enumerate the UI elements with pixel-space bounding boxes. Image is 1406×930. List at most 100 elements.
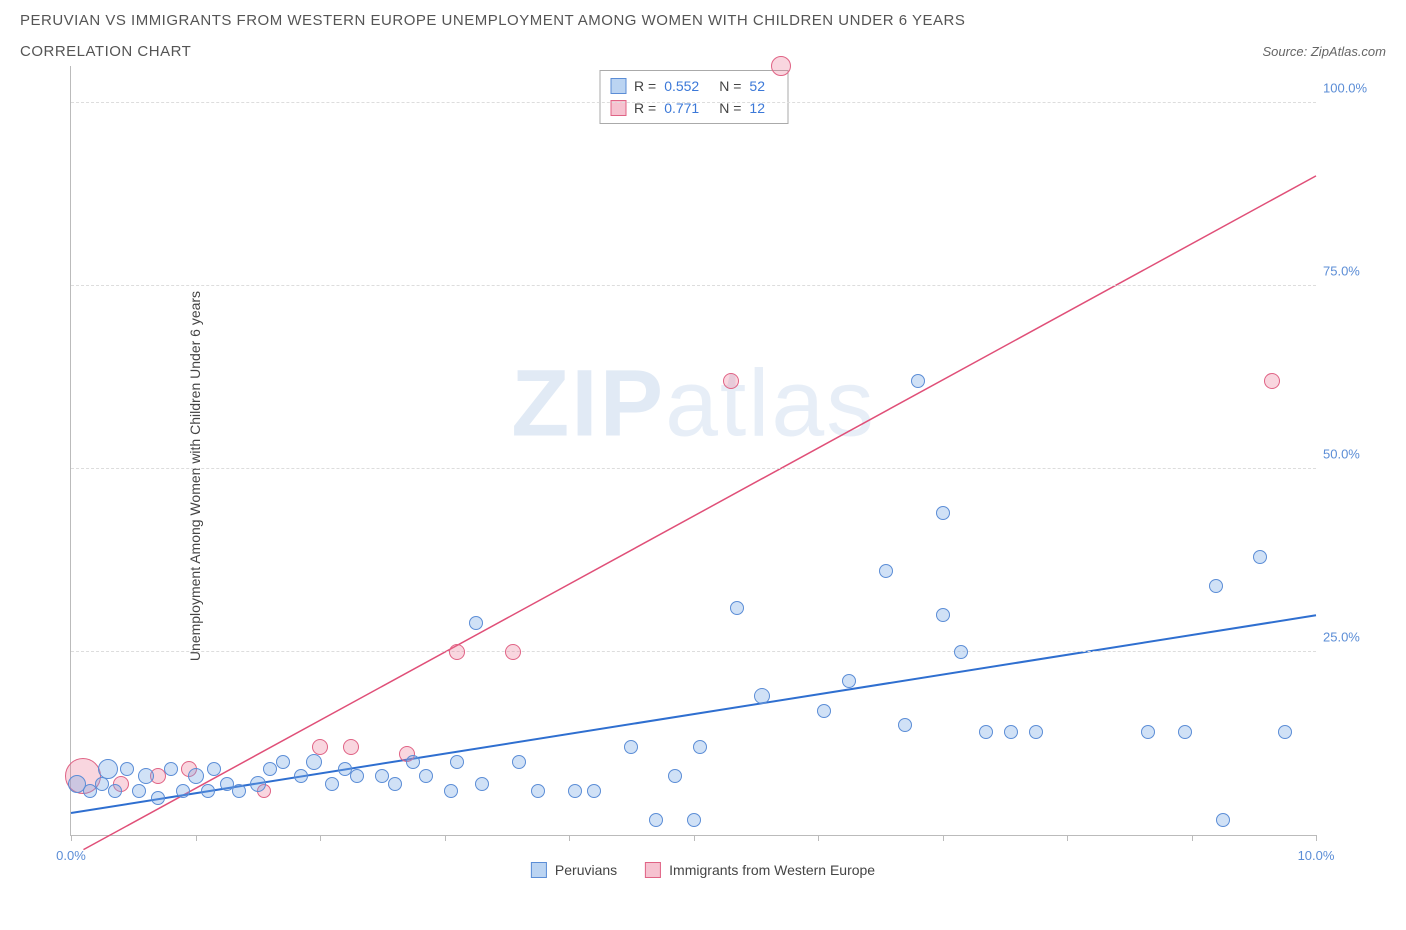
data-point — [164, 762, 178, 776]
stat-n-label: N = — [719, 75, 741, 97]
data-point — [232, 784, 246, 798]
data-point — [1178, 725, 1192, 739]
trend-lines — [71, 66, 1316, 835]
data-point — [151, 791, 165, 805]
data-point — [587, 784, 601, 798]
data-point — [668, 769, 682, 783]
x-tick — [694, 835, 695, 841]
y-tick-label: 50.0% — [1323, 446, 1378, 461]
stat-r-label: R = — [634, 97, 656, 119]
stat-r-value: 0.552 — [664, 75, 699, 97]
gridline — [71, 651, 1316, 652]
data-point — [312, 739, 328, 755]
data-point — [979, 725, 993, 739]
x-tick-label: 10.0% — [1298, 848, 1335, 863]
data-point — [842, 674, 856, 688]
data-point — [132, 784, 146, 798]
stats-row-pink: R = 0.771 N = 12 — [610, 97, 777, 119]
data-point — [388, 777, 402, 791]
data-point — [568, 784, 582, 798]
chart-subtitle: CORRELATION CHART — [20, 43, 191, 60]
data-point — [188, 768, 204, 784]
source-name: ZipAtlas.com — [1311, 44, 1386, 59]
data-point — [207, 762, 221, 776]
x-tick — [1067, 835, 1068, 841]
legend-label: Immigrants from Western Europe — [669, 862, 875, 878]
data-point — [505, 644, 521, 660]
stat-r-label: R = — [634, 75, 656, 97]
x-tick — [445, 835, 446, 841]
data-point — [512, 755, 526, 769]
data-point — [350, 769, 364, 783]
chart-container: Unemployment Among Women with Children U… — [20, 66, 1386, 886]
data-point — [1278, 725, 1292, 739]
stat-n-value: 12 — [749, 97, 765, 119]
data-point — [771, 56, 791, 76]
gridline — [71, 468, 1316, 469]
data-point — [1029, 725, 1043, 739]
x-tick — [943, 835, 944, 841]
data-point — [201, 784, 215, 798]
stat-n-label: N = — [719, 97, 741, 119]
source-attribution: Source: ZipAtlas.com — [1262, 44, 1386, 59]
gridline — [71, 285, 1316, 286]
data-point — [531, 784, 545, 798]
data-point — [450, 755, 464, 769]
data-point — [687, 813, 701, 827]
data-point — [693, 740, 707, 754]
data-point — [730, 601, 744, 615]
swatch-blue-icon — [531, 862, 547, 878]
data-point — [649, 813, 663, 827]
data-point — [469, 616, 483, 630]
x-tick — [1192, 835, 1193, 841]
data-point — [138, 768, 154, 784]
data-point — [419, 769, 433, 783]
data-point — [294, 769, 308, 783]
x-tick-label: 0.0% — [56, 848, 86, 863]
x-tick — [818, 835, 819, 841]
data-point — [1209, 579, 1223, 593]
data-point — [817, 704, 831, 718]
stats-box: R = 0.552 N = 52 R = 0.771 N = 12 — [599, 70, 788, 124]
source-prefix: Source: — [1262, 44, 1310, 59]
data-point — [325, 777, 339, 791]
stat-n-value: 52 — [749, 75, 765, 97]
data-point — [1004, 725, 1018, 739]
y-tick-label: 25.0% — [1323, 629, 1378, 644]
data-point — [898, 718, 912, 732]
x-tick — [196, 835, 197, 841]
y-tick-label: 75.0% — [1323, 263, 1378, 278]
data-point — [120, 762, 134, 776]
data-point — [406, 755, 420, 769]
data-point — [343, 739, 359, 755]
data-point — [98, 759, 118, 779]
data-point — [108, 784, 122, 798]
data-point — [1264, 373, 1280, 389]
legend-item-pink: Immigrants from Western Europe — [645, 862, 875, 878]
stats-row-blue: R = 0.552 N = 52 — [610, 75, 777, 97]
data-point — [723, 373, 739, 389]
data-point — [444, 784, 458, 798]
gridline — [71, 102, 1316, 103]
data-point — [911, 374, 925, 388]
x-tick — [569, 835, 570, 841]
y-tick-label: 100.0% — [1323, 80, 1378, 95]
data-point — [754, 688, 770, 704]
data-point — [624, 740, 638, 754]
data-point — [250, 776, 266, 792]
swatch-blue-icon — [610, 78, 626, 94]
data-point — [1216, 813, 1230, 827]
data-point — [176, 784, 190, 798]
subtitle-row: CORRELATION CHART Source: ZipAtlas.com — [20, 43, 1386, 60]
chart-title: PERUVIAN VS IMMIGRANTS FROM WESTERN EURO… — [20, 12, 1386, 29]
data-point — [936, 608, 950, 622]
data-point — [954, 645, 968, 659]
data-point — [449, 644, 465, 660]
legend-item-blue: Peruvians — [531, 862, 617, 878]
legend-label: Peruvians — [555, 862, 617, 878]
data-point — [276, 755, 290, 769]
data-point — [1253, 550, 1267, 564]
x-tick — [71, 835, 72, 841]
plot-area: ZIPatlas R = 0.552 N = 52 R = 0.771 N = … — [70, 66, 1316, 836]
x-tick — [1316, 835, 1317, 841]
